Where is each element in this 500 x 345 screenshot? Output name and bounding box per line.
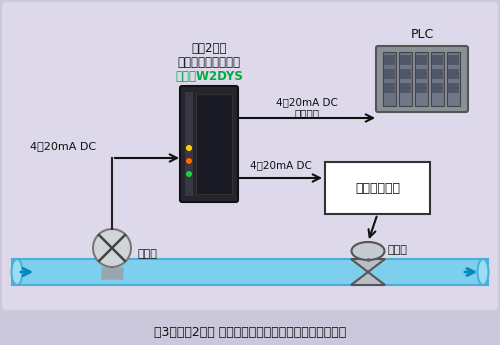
Bar bbox=[415, 52, 428, 106]
Ellipse shape bbox=[12, 259, 22, 285]
Text: ディストリビュータ: ディストリビュータ bbox=[178, 56, 240, 69]
Bar bbox=[447, 52, 460, 106]
Bar bbox=[431, 52, 444, 106]
Text: 調節弁: 調節弁 bbox=[388, 245, 408, 255]
Circle shape bbox=[93, 229, 131, 267]
Text: 図3　絶縁2出力 ディストリビュータのシステム構成例: 図3 絶縁2出力 ディストリビュータのシステム構成例 bbox=[154, 326, 346, 339]
Bar bbox=[383, 52, 396, 106]
Text: 4～20mA DC: 4～20mA DC bbox=[250, 160, 312, 170]
Text: 分岐信号: 分岐信号 bbox=[294, 108, 320, 118]
Bar bbox=[416, 83, 427, 93]
Bar bbox=[196, 94, 232, 194]
Ellipse shape bbox=[352, 242, 384, 260]
Bar bbox=[400, 69, 411, 79]
Text: 4～20mA DC: 4～20mA DC bbox=[30, 141, 96, 151]
Text: 流量計: 流量計 bbox=[138, 249, 158, 259]
Bar bbox=[384, 69, 395, 79]
FancyBboxPatch shape bbox=[180, 86, 238, 202]
Bar bbox=[448, 69, 459, 79]
Bar bbox=[400, 55, 411, 65]
Bar bbox=[432, 83, 443, 93]
Text: 形式：W2DYS: 形式：W2DYS bbox=[175, 70, 243, 83]
Bar bbox=[432, 69, 443, 79]
Bar bbox=[185, 92, 193, 196]
Bar bbox=[432, 55, 443, 65]
Ellipse shape bbox=[478, 259, 488, 285]
Bar bbox=[416, 69, 427, 79]
Circle shape bbox=[186, 170, 192, 177]
Text: PLC: PLC bbox=[410, 28, 434, 41]
Bar bbox=[400, 83, 411, 93]
Polygon shape bbox=[351, 259, 385, 285]
Bar bbox=[448, 55, 459, 65]
Bar bbox=[448, 83, 459, 93]
Bar bbox=[399, 52, 412, 106]
Text: 絶縁2出力: 絶縁2出力 bbox=[191, 42, 227, 55]
FancyBboxPatch shape bbox=[2, 2, 498, 310]
Text: コントローラ: コントローラ bbox=[355, 181, 400, 195]
Bar bbox=[384, 55, 395, 65]
Bar bbox=[325, 162, 430, 214]
Circle shape bbox=[186, 145, 192, 151]
Bar bbox=[384, 83, 395, 93]
Text: 4～20mA DC: 4～20mA DC bbox=[276, 97, 338, 107]
FancyBboxPatch shape bbox=[376, 46, 468, 112]
Bar bbox=[12, 259, 488, 285]
Bar bbox=[416, 55, 427, 65]
Circle shape bbox=[186, 158, 192, 165]
